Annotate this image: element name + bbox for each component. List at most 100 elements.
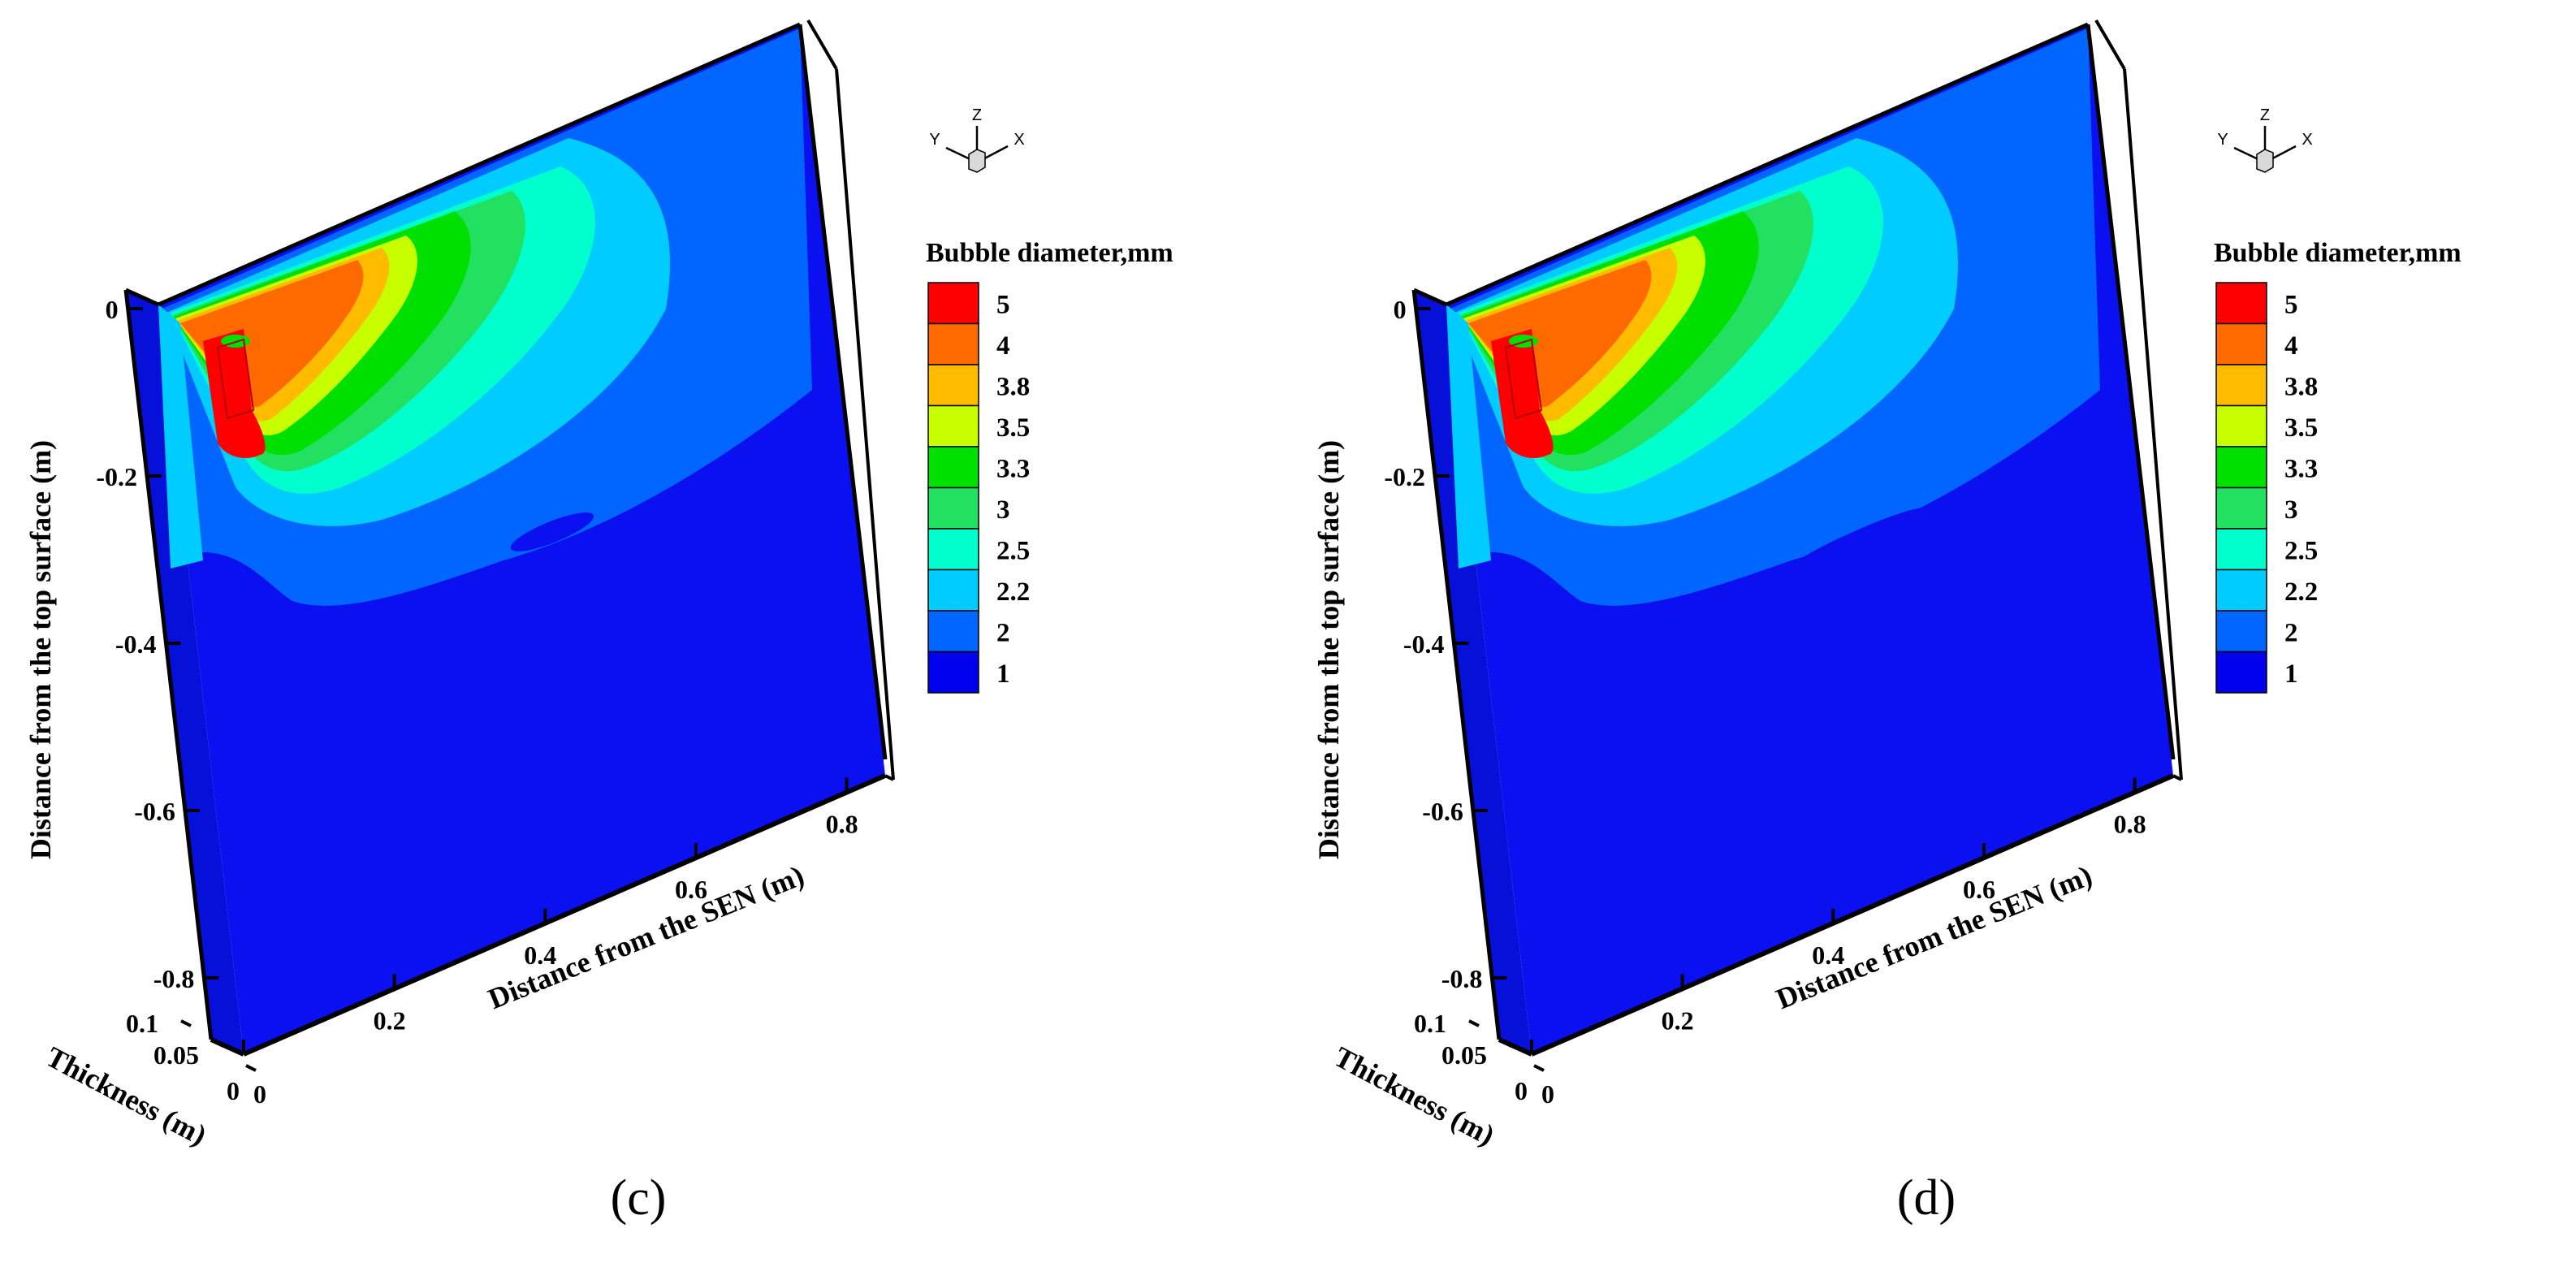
thickness-tick-label: 0.1 <box>1414 1009 1446 1038</box>
legend-swatch <box>927 322 979 365</box>
legend-level-label: 3.5 <box>996 413 1030 443</box>
axis-triad: Z X Y <box>2217 106 2313 173</box>
legend-title: Bubble diameter,mm <box>926 238 1173 268</box>
legend: Bubble diameter,mm 5 4 3.8 3.5 3.3 3 2.5 2.2 2 1 <box>2214 238 2461 694</box>
length-tick-label: 0.4 <box>1812 941 1844 970</box>
triad-label-y: Y <box>2217 131 2228 149</box>
legend-level-label: 3.8 <box>2284 372 2318 401</box>
thickness-tick-label: 0 <box>227 1076 240 1105</box>
vertical-tick-label: -0.8 <box>1441 964 1483 993</box>
contour-band <box>158 305 203 569</box>
legend-level-label: 4 <box>2284 331 2298 361</box>
thickness-tick-label: 0.05 <box>153 1040 199 1070</box>
thickness-tick-label: 0.05 <box>1441 1040 1487 1070</box>
legend-swatch <box>927 486 979 530</box>
triad-label-x: X <box>2302 131 2312 149</box>
triad-cube <box>968 149 986 173</box>
legend-swatch <box>2215 528 2267 571</box>
legend-swatch <box>2215 610 2267 653</box>
contour-band <box>1491 329 1554 459</box>
legend-level-label: 4 <box>996 331 1010 361</box>
contour-spot <box>510 512 594 551</box>
box-edge <box>2085 24 2176 760</box>
legend-swatch <box>2215 404 2267 448</box>
box-edge <box>1412 288 1448 307</box>
legend-swatch <box>927 364 979 407</box>
tick-mark <box>1501 1040 1512 1048</box>
contour-plot-c: 0 -0.2 -0.4 -0.6 -0.8 0 0.2 0.4 0.6 0.8 0.10.05 0 Di… <box>24 19 1173 1152</box>
length-tick-label: 0.4 <box>524 941 556 970</box>
vertical-tick-label: -0.4 <box>1403 629 1445 659</box>
length-tick-label: 0.6 <box>1963 875 1995 904</box>
side-face <box>126 290 244 1054</box>
legend-title: Bubble diameter,mm <box>2214 238 2461 268</box>
plot-body: 0 -0.2 -0.4 -0.6 -0.8 0 0.2 0.4 0.6 0.8 0.10.05 0 Di… <box>1312 19 2183 1152</box>
triad-label-x: X <box>1014 131 1024 149</box>
thickness-tick-label: 0 <box>1515 1076 1528 1105</box>
length-tick-label: 0 <box>253 1079 266 1109</box>
contour-band <box>1446 305 1491 569</box>
legend-level-label: 2.2 <box>2284 577 2318 607</box>
legend-swatch <box>2215 486 2267 530</box>
legend-level-label: 3.5 <box>2284 413 2318 443</box>
axis-triad: Z X Y <box>929 106 1025 173</box>
vertical-tick-label: -0.6 <box>134 797 175 826</box>
panel-d: 0 -0.2 -0.4 -0.6 -0.8 0 0.2 0.4 0.6 0.8 0.1 0.05 0 Di… <box>1288 0 2576 1267</box>
panel-caption-c: (c) <box>610 1170 667 1226</box>
box-edge <box>124 288 160 307</box>
plot-body: 0 -0.2 -0.4 -0.6 -0.8 0 0.2 0.4 0.6 0.8 0.10.05 0 Di… <box>24 19 895 1152</box>
box-edge <box>2094 19 2126 71</box>
tick-mark <box>213 1040 224 1048</box>
legend-level-label: 1 <box>996 659 1010 689</box>
contour-spot <box>1786 508 1927 573</box>
legend-swatch <box>927 651 979 694</box>
triad-label-z: Z <box>2260 106 2270 124</box>
legend-swatch <box>927 528 979 571</box>
box-edge <box>2123 68 2183 781</box>
sen-outline <box>1504 338 1543 420</box>
sen-outline <box>216 338 255 420</box>
vertical-tick-label: -0.6 <box>1422 797 1463 826</box>
length-tick-label: 0.2 <box>374 1005 406 1035</box>
box-edge <box>242 773 887 1057</box>
legend-level-label: 3.3 <box>996 454 1030 483</box>
tick-mark <box>1533 1064 1545 1072</box>
legend-swatch <box>927 569 979 612</box>
box-edge <box>157 22 802 307</box>
length-tick-label: 0.6 <box>675 875 707 904</box>
legend-swatch <box>2215 446 2267 489</box>
tick-mark <box>1468 1019 1480 1027</box>
box-edge <box>797 24 888 760</box>
legend-level-label: 2.2 <box>996 577 1030 607</box>
length-tick-label: 0.8 <box>826 810 858 839</box>
legend-level-label: 2.5 <box>996 536 1030 565</box>
vertical-tick-label: -0.2 <box>1384 462 1425 491</box>
panel-c: 0 -0.2 -0.4 -0.6 -0.8 0 0.2 0.4 0.6 0.8 0.1 0.05 0 Di… <box>24 19 1173 1226</box>
legend-swatch <box>927 610 979 653</box>
legend-level-label: 3.8 <box>996 372 1030 401</box>
box-edge <box>806 19 838 71</box>
length-tick-label: 0.8 <box>2114 810 2146 839</box>
legend-level-label: 2 <box>2284 618 2298 647</box>
box-edge <box>884 774 894 781</box>
legend-level-label: 3 <box>2284 495 2298 525</box>
contour-plot-d: 0 -0.2 -0.4 -0.6 -0.8 0 0.2 0.4 0.6 0.8 0.10.05 0 Di… <box>1312 19 2461 1152</box>
length-tick-label: 0.2 <box>1662 1005 1694 1035</box>
box-edge <box>1445 22 2090 307</box>
legend-level-label: 2 <box>996 618 1010 647</box>
box-edge <box>123 289 214 1040</box>
triad-label-z: Z <box>972 106 982 124</box>
legend-level-label: 5 <box>2284 290 2298 319</box>
box-edge <box>2172 774 2182 781</box>
vertical-tick-label: -0.4 <box>115 629 157 659</box>
vertical-tick-label: -0.2 <box>96 462 137 491</box>
vertical-axis-title: Distance from the top surface (m) <box>24 440 57 859</box>
thickness-tick-label: 0.1 <box>126 1009 158 1038</box>
legend-swatch <box>927 282 979 325</box>
vertical-tick-label: 0 <box>1394 295 1407 324</box>
tick-mark <box>180 1019 192 1027</box>
box-edge <box>1411 289 1502 1040</box>
legend-swatch <box>2215 364 2267 407</box>
panel-caption-d: (d) <box>1896 1170 1956 1226</box>
box-edge <box>835 68 895 781</box>
